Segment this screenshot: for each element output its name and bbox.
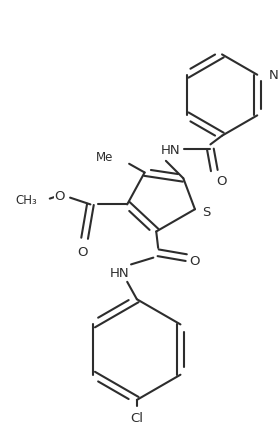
Text: O: O <box>54 190 64 203</box>
Text: O: O <box>78 246 88 259</box>
Text: O: O <box>216 174 226 187</box>
Text: HN: HN <box>161 143 181 156</box>
Text: S: S <box>202 205 211 218</box>
Text: Cl: Cl <box>130 411 143 424</box>
Text: N: N <box>269 69 279 82</box>
Text: HN: HN <box>110 266 129 279</box>
Text: CH₃: CH₃ <box>15 194 37 207</box>
Text: Me: Me <box>96 151 114 164</box>
Text: O: O <box>190 254 200 267</box>
